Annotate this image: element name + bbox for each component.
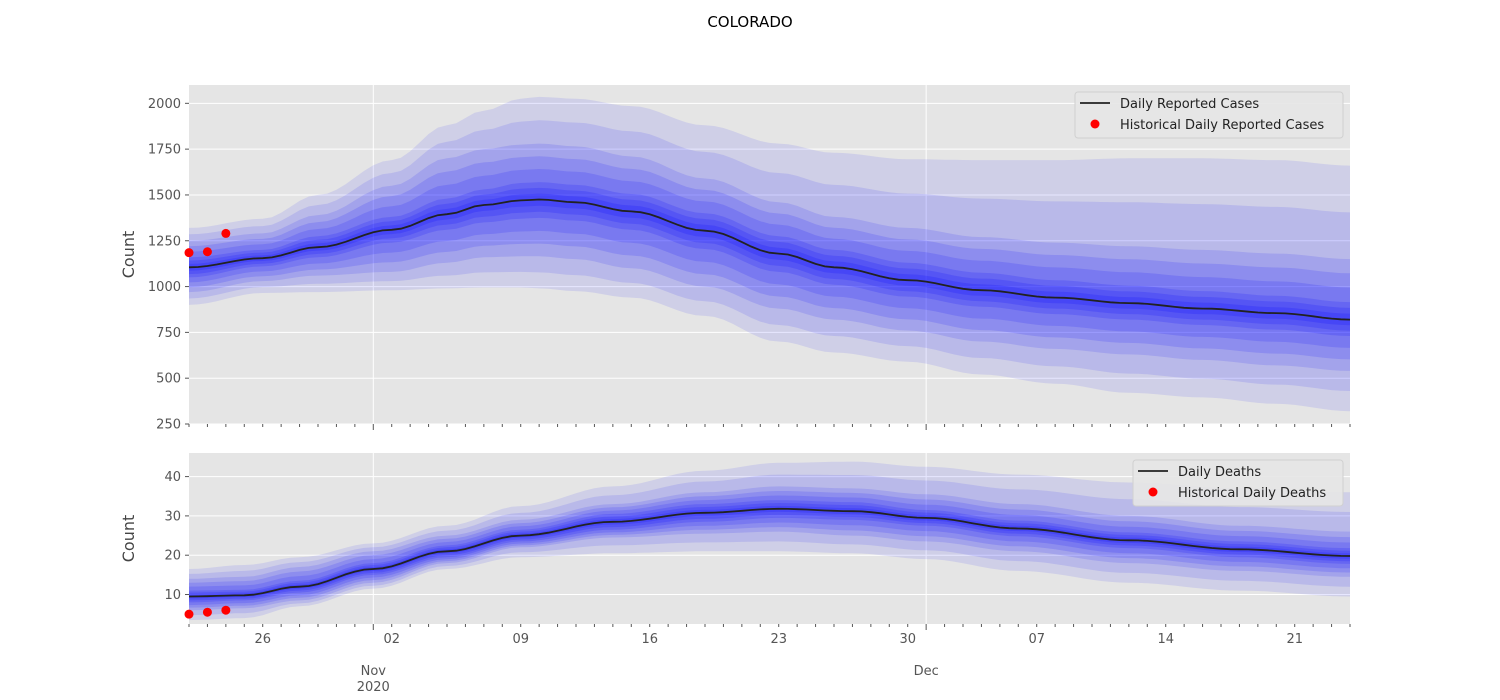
historical-point <box>202 247 212 257</box>
y-tick-label: 40 <box>164 470 181 485</box>
x-tick-label: 23 <box>770 632 787 647</box>
x-tick-label: 14 <box>1157 632 1174 647</box>
y-tick-label: 500 <box>156 372 181 387</box>
forecast-band <box>189 503 1350 601</box>
historical-point <box>202 607 212 617</box>
panel-0: 250 500 750 1000 1250 1500 1750 2000 Count Daily … <box>119 85 1351 433</box>
x-tick-label: 30 <box>899 632 916 647</box>
y-tick-label: 1500 <box>148 188 181 203</box>
legend-point-swatch <box>1090 119 1100 129</box>
panel-1: 10 20 30 40 Count Daily Deaths Historical Dail… <box>119 453 1351 630</box>
y-tick-label: 30 <box>164 509 181 524</box>
y-tick-label: 20 <box>164 549 181 564</box>
x-tick-label: 09 <box>512 632 529 647</box>
forecast-band <box>189 461 1350 621</box>
forecast-band <box>189 143 1350 371</box>
forecast-band <box>189 96 1350 412</box>
forecast-band <box>189 169 1350 348</box>
legend-point-swatch <box>1148 487 1158 497</box>
plot-background <box>189 85 1350 424</box>
forecast-band <box>189 193 1350 326</box>
forecast-bands <box>189 96 1350 412</box>
historical-point <box>221 228 231 238</box>
legend: Daily Deaths Historical Daily Deaths <box>1132 459 1344 507</box>
forecast-band <box>189 187 1350 331</box>
x-tick-label: 02 <box>383 632 400 647</box>
y-axis-label: Count <box>119 231 138 279</box>
y-tick-label: 1250 <box>148 234 181 249</box>
forecast-band <box>189 120 1350 392</box>
legend-label: Daily Reported Cases <box>1120 97 1259 112</box>
x-tick-label: 21 <box>1286 632 1303 647</box>
chart-title: COLORADO <box>707 13 792 31</box>
y-tick-label: 250 <box>156 418 181 433</box>
forecast-band <box>189 491 1350 608</box>
y-tick-label: 750 <box>156 326 181 341</box>
forecast-bands <box>189 461 1350 621</box>
legend-label: Daily Deaths <box>1178 465 1261 480</box>
y-axis-label: Count <box>119 515 138 563</box>
x-tick-label: 26 <box>254 632 271 647</box>
series-line-median <box>189 507 1350 598</box>
y-tick-label: 10 <box>164 588 181 603</box>
legend-box <box>1074 91 1344 139</box>
legend-box <box>1132 459 1344 507</box>
y-tick-label: 1750 <box>148 143 181 158</box>
x-month-label: Dec <box>914 664 939 679</box>
forecast-band <box>189 486 1350 611</box>
forecast-band <box>189 474 1350 616</box>
x-month-label: Nov <box>361 664 387 679</box>
series-line-median <box>189 198 1350 321</box>
x-tick-label: 07 <box>1028 632 1045 647</box>
legend-label: Historical Daily Deaths <box>1178 486 1326 501</box>
historical-point <box>221 605 231 615</box>
forecast-band <box>189 500 1350 603</box>
forecast-band <box>189 156 1350 360</box>
y-tick-label: 1000 <box>148 280 181 295</box>
legend: Daily Reported Cases Historical Daily Rep… <box>1074 91 1344 139</box>
y-tick-label: 2000 <box>148 97 181 112</box>
forecast-band <box>189 495 1350 606</box>
historical-point <box>184 248 194 258</box>
x-tick-label: 16 <box>641 632 658 647</box>
x-year-label: 2020 <box>357 680 390 695</box>
legend-label: Historical Daily Reported Cases <box>1120 118 1324 133</box>
historical-point <box>184 609 194 619</box>
